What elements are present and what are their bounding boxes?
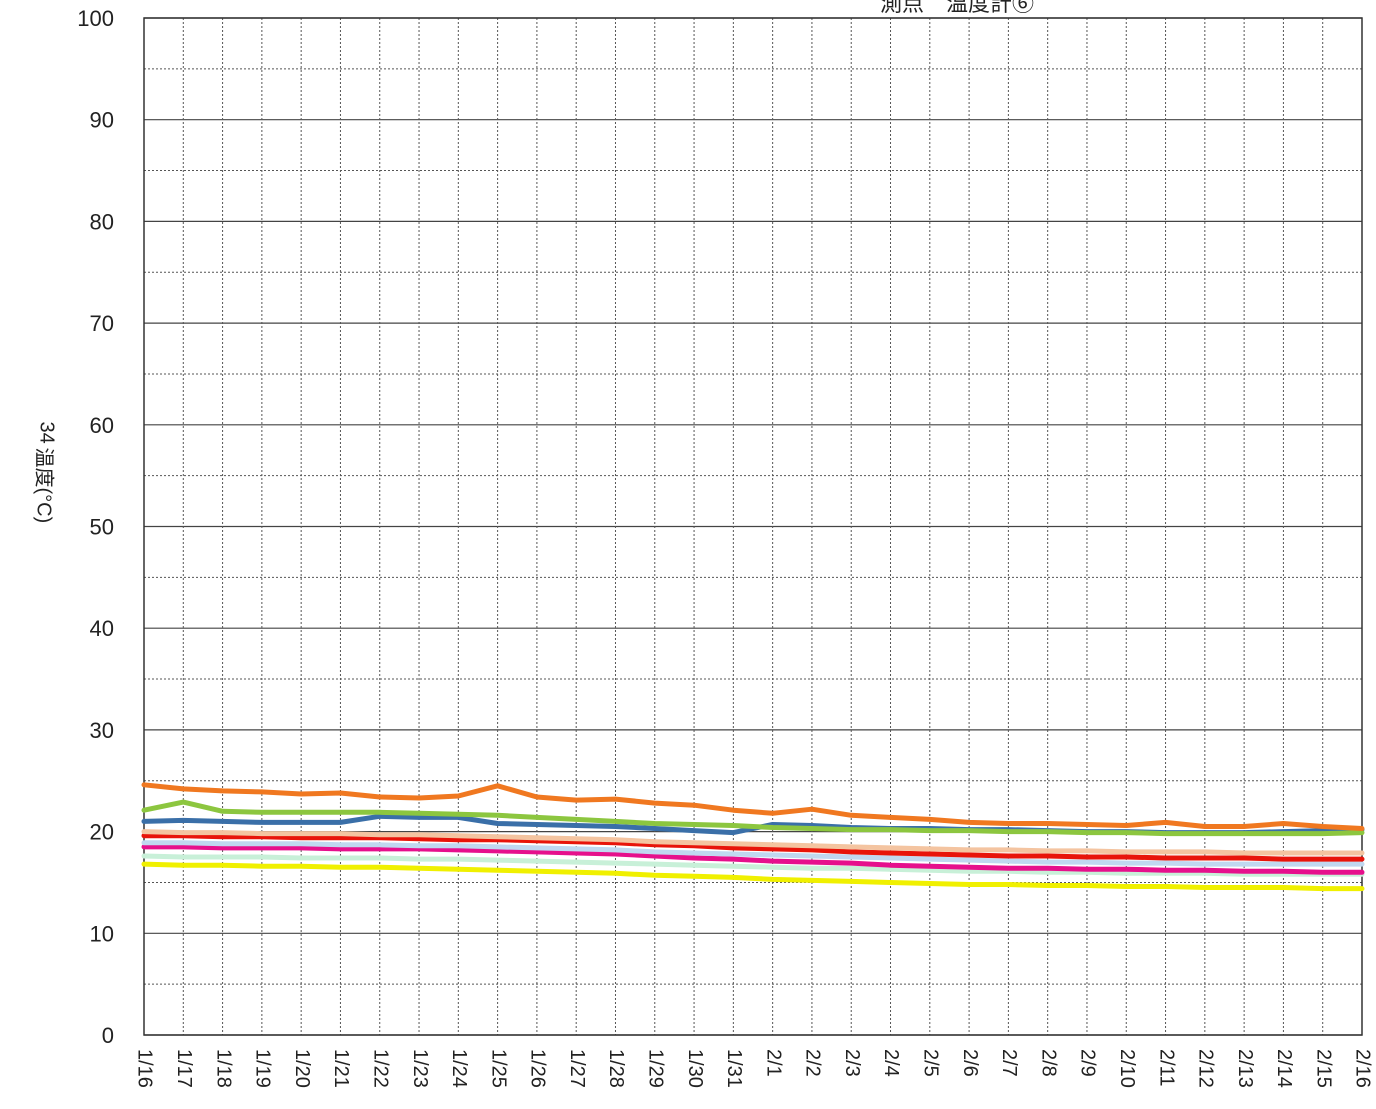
series-line <box>141 853 1365 877</box>
x-tick-label: 2/12 <box>1195 1049 1217 1088</box>
x-tick-label: 2/13 <box>1234 1049 1256 1088</box>
y-tick-label: 100 <box>77 6 114 31</box>
y-tick-label: 80 <box>90 209 114 234</box>
y-tick-label: 50 <box>90 515 114 540</box>
x-tick-label: 2/11 <box>1155 1049 1177 1086</box>
y-tick-label: 40 <box>90 616 114 641</box>
x-tick-label: 1/19 <box>252 1049 274 1088</box>
series-line <box>141 829 1365 856</box>
chart-title-text: 測点 温度計⑥ <box>880 0 1035 16</box>
x-tick-label: 2/7 <box>998 1049 1020 1077</box>
x-tick-label: 1/16 <box>134 1049 156 1088</box>
series-line <box>141 844 1365 875</box>
x-tick-label: 1/24 <box>448 1049 470 1088</box>
x-tick-label: 1/18 <box>212 1049 234 1088</box>
series-line <box>141 833 1365 862</box>
x-tick-label: 1/31 <box>723 1049 745 1088</box>
x-tick-label: 2/16 <box>1352 1049 1374 1088</box>
y-tick-label: 20 <box>90 820 114 845</box>
x-tick-label: 2/2 <box>802 1049 824 1077</box>
series-line <box>141 861 1365 892</box>
x-tick-label: 1/22 <box>369 1049 391 1088</box>
x-tick-label: 2/14 <box>1273 1049 1295 1088</box>
x-tick-label: 1/23 <box>409 1049 431 1088</box>
x-tick-label: 1/26 <box>527 1049 549 1088</box>
x-tick-label: 1/17 <box>173 1049 195 1088</box>
x-tick-label: 2/3 <box>841 1049 863 1077</box>
x-tick-label: 1/27 <box>566 1049 588 1088</box>
y-tick-label: 70 <box>90 311 114 336</box>
y-tick-label: 60 <box>90 413 114 438</box>
x-tick-label: 2/6 <box>959 1049 981 1077</box>
x-tick-label: 2/1 <box>762 1049 784 1077</box>
y-tick-label: 10 <box>90 921 114 946</box>
x-tick-label: 1/21 <box>330 1049 352 1088</box>
series-line <box>141 799 1365 837</box>
series-line <box>141 840 1365 867</box>
plot-border <box>143 17 1363 1036</box>
x-tick-label: 1/30 <box>684 1049 706 1088</box>
x-tick-label: 2/8 <box>1037 1049 1059 1077</box>
x-tick-label: 2/4 <box>880 1049 902 1077</box>
y-tick-label: 30 <box>90 718 114 743</box>
x-tick-label: 2/15 <box>1312 1049 1334 1088</box>
y-tick-label: 0 <box>102 1023 114 1048</box>
y-tick-label: 90 <box>90 108 114 133</box>
x-tick-label: 2/10 <box>1116 1049 1138 1088</box>
x-tick-label: 1/25 <box>487 1049 509 1088</box>
x-tick-label: 2/9 <box>1077 1049 1099 1077</box>
x-tick-label: 1/28 <box>605 1049 627 1088</box>
x-tick-label: 1/20 <box>291 1049 313 1088</box>
chart-title: 測点 温度計⑥ <box>880 0 1034 18</box>
x-tick-label: 2/5 <box>920 1049 942 1077</box>
x-tick-label: 1/29 <box>644 1049 666 1088</box>
series-line <box>141 782 1365 831</box>
